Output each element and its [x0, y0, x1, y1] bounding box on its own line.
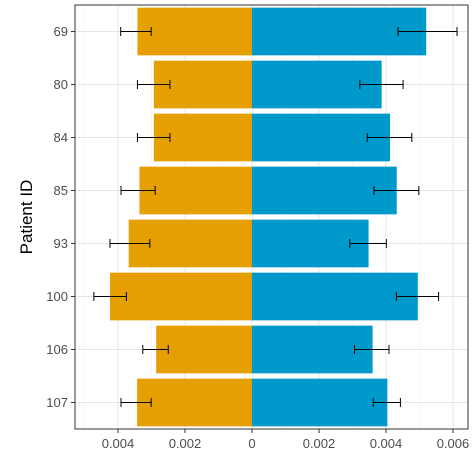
bar-left — [137, 7, 252, 56]
x-tick-label: 0 — [248, 436, 255, 451]
bars — [109, 7, 427, 427]
x-tick-label: 0.004 — [102, 436, 135, 451]
bar-left — [139, 166, 252, 215]
x-tick-label: 0.002 — [169, 436, 202, 451]
y-axis-ticks: 69 80 84 85 93 100 106 107 — [46, 24, 75, 410]
y-tick-label: 84 — [54, 130, 68, 145]
bar-right — [252, 166, 397, 215]
y-axis-title: Patient ID — [17, 180, 36, 255]
error-bars — [93, 27, 458, 407]
y-tick-label: 100 — [46, 289, 68, 304]
y-tick-label: 69 — [54, 24, 68, 39]
y-tick-label: 93 — [54, 236, 68, 251]
x-tick-label: 0.002 — [303, 436, 336, 451]
y-tick-label: 80 — [54, 77, 68, 92]
y-tick-label: 107 — [46, 395, 68, 410]
bar-left — [156, 325, 252, 374]
bar-left — [137, 378, 252, 427]
bar-right — [252, 7, 427, 56]
bar-right — [252, 272, 418, 321]
bar-left — [109, 272, 253, 321]
bar-right — [252, 378, 388, 427]
y-tick-label: 85 — [54, 183, 68, 198]
x-axis-ticks: 0.004 0.002 0 0.002 0.004 0.006 — [102, 429, 470, 451]
plot-border — [74, 4, 469, 430]
x-tick-label: 0.006 — [437, 436, 470, 451]
y-tick-label: 106 — [46, 342, 68, 357]
bar-right — [252, 219, 369, 268]
bar-right — [252, 325, 373, 374]
x-tick-label: 0.004 — [370, 436, 403, 451]
